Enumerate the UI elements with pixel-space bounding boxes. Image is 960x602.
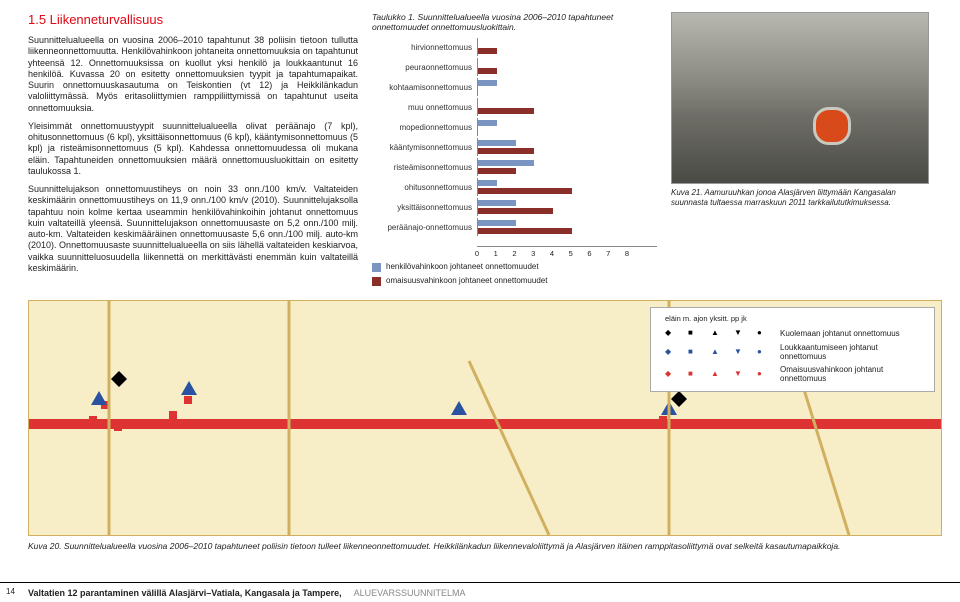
- map-legend-label: Omaisuusvahinkoon johtanut onnettomuus: [774, 363, 926, 385]
- map-legend-row: ◆ ■ ▲ ▼ ● Loukkaantumiseen johtanut onnettomu…: [659, 341, 926, 363]
- map-legend: eläin m. ajon yksitt. pp jk◆■▲▼●Kuolemaa…: [650, 307, 935, 392]
- chart-legend: henkilövahinkoon johtaneet onnettomuudet…: [372, 262, 657, 286]
- text-column: 1.5 Liikenneturvallisuus Suunnittelualue…: [28, 12, 358, 290]
- bar-hv: [478, 120, 497, 126]
- map-caption: Kuva 20. Suunnittelualueella vuosina 200…: [28, 541, 942, 551]
- bar-ov: [478, 208, 553, 214]
- chart-category-label: hirvionnettomuus: [372, 43, 472, 52]
- map-legend-symbol: ▲: [711, 369, 722, 380]
- chart-category-label: kohtaamisonnettomuus: [372, 83, 472, 92]
- axis-tick: 6: [587, 249, 591, 258]
- bar-ov: [478, 188, 572, 194]
- map-legend-symbol: ●: [757, 369, 768, 380]
- legend-swatch: [372, 263, 381, 272]
- page-footer: Valtatien 12 parantaminen välillä Alasjä…: [0, 582, 960, 598]
- legend-label: henkilövahinkoon johtaneet onnettomuudet: [386, 262, 539, 271]
- bar-hv: [478, 200, 516, 206]
- bar-hv: [478, 140, 516, 146]
- photo-column: Kuva 21. Aamuruuhkan jonoa Alasjärven li…: [671, 12, 931, 290]
- chart-category-label: yksittäisonnettomuus: [372, 203, 472, 212]
- map-legend-symbol: ▲: [711, 328, 722, 339]
- chart-category-label: peräänajo-onnettomuus: [372, 223, 472, 232]
- chart-row: muu onnettomuus: [477, 98, 657, 116]
- axis-tick: 5: [569, 249, 573, 258]
- axis-tick: 8: [625, 249, 629, 258]
- bar-ov: [478, 48, 497, 54]
- map-legend-symbol: ▼: [734, 369, 745, 380]
- chart-row: peuraonnettomuus: [477, 58, 657, 76]
- map-legend-row: ◆ ■ ▲ ▼ ● Kuolemaan johtanut onnettomuus: [659, 326, 926, 341]
- map-legend-symbol: ◆: [665, 328, 676, 339]
- bar-ov: [478, 108, 534, 114]
- legend-item: henkilövahinkoon johtaneet onnettomuudet: [372, 262, 657, 272]
- footer-subtitle: ALUEVARSSUUNNITELMA: [354, 588, 466, 598]
- map-legend-symbol: ▼: [734, 328, 745, 339]
- axis-tick: 2: [512, 249, 516, 258]
- traffic-photo: [671, 12, 929, 184]
- axis-tick: 1: [494, 249, 498, 258]
- chart-row: yksittäisonnettomuus: [477, 198, 657, 216]
- map-legend-symbol: ▼: [734, 347, 745, 358]
- axis-tick: 3: [531, 249, 535, 258]
- legend-label: omaisuusvahinkoon johtaneet onnettomuude…: [386, 276, 547, 285]
- chart-category-label: risteämisonnettomuus: [372, 163, 472, 172]
- map-legend-symbol: ■: [688, 369, 699, 380]
- bar-ov: [478, 68, 497, 74]
- map-legend-symbol: ▲: [711, 347, 722, 358]
- bar-hv: [478, 180, 497, 186]
- paragraph: Suunnittelualueella on vuosina 2006–2010…: [28, 35, 358, 114]
- accident-map: eläin m. ajon yksitt. pp jk◆■▲▼●Kuolemaa…: [28, 300, 942, 536]
- bar-chart: hirvionnettomuus peuraonnettomuus kohtaami…: [372, 38, 657, 258]
- chart-row: risteämisonnettomuus: [477, 158, 657, 176]
- map-legend-label: Kuolemaan johtanut onnettomuus: [774, 326, 926, 341]
- photo-caption: Kuva 21. Aamuruuhkan jonoa Alasjärven li…: [671, 188, 931, 208]
- chart-category-label: mopedionnettomuus: [372, 123, 472, 132]
- map-legend-row: ◆ ■ ▲ ▼ ● Omaisuusvahinkoon johtanut onnettom…: [659, 363, 926, 385]
- chart-title: Taulukko 1. Suunnittelualueella vuosina …: [372, 12, 657, 32]
- chart-category-label: kääntymisonnettomuus: [372, 143, 472, 152]
- bar-ov: [478, 168, 516, 174]
- axis-tick: 7: [606, 249, 610, 258]
- map-legend-symbol: ●: [757, 347, 768, 358]
- chart-category-label: muu onnettomuus: [372, 103, 472, 112]
- bar-hv: [478, 160, 534, 166]
- axis-tick: 0: [475, 249, 479, 258]
- chart-row: hirvionnettomuus: [477, 38, 657, 56]
- chart-row: peräänajo-onnettomuus: [477, 218, 657, 236]
- map-legend-symbol: ■: [688, 347, 699, 358]
- map-legend-symbol: ●: [757, 328, 768, 339]
- map-legend-symbol: ■: [688, 328, 699, 339]
- bar-ov: [478, 228, 572, 234]
- bar-ov: [478, 148, 534, 154]
- legend-item: omaisuusvahinkoon johtaneet onnettomuude…: [372, 276, 657, 286]
- legend-swatch: [372, 277, 381, 286]
- chart-category-label: peuraonnettomuus: [372, 63, 472, 72]
- footer-title: Valtatien 12 parantaminen välillä Alasjä…: [28, 588, 342, 598]
- map-legend-symbol: ◆: [665, 347, 676, 358]
- map-legend-symbol: ◆: [665, 369, 676, 380]
- axis-tick: 4: [550, 249, 554, 258]
- chart-row: ohitusonnettomuus: [477, 178, 657, 196]
- chart-row: mopedionnettomuus: [477, 118, 657, 136]
- section-heading: 1.5 Liikenneturvallisuus: [28, 12, 358, 27]
- chart-category-label: ohitusonnettomuus: [372, 183, 472, 192]
- chart-row: kohtaamisonnettomuus: [477, 78, 657, 96]
- bar-hv: [478, 220, 516, 226]
- chart-column: Taulukko 1. Suunnittelualueella vuosina …: [372, 12, 657, 290]
- bar-hv: [478, 80, 497, 86]
- paragraph: Yleisimmät onnettomuustyypit suunnittelu…: [28, 121, 358, 177]
- chart-row: kääntymisonnettomuus: [477, 138, 657, 156]
- map-legend-label: Loukkaantumiseen johtanut onnettomuus: [774, 341, 926, 363]
- paragraph: Suunnittelujakson onnettomuustiheys on n…: [28, 184, 358, 274]
